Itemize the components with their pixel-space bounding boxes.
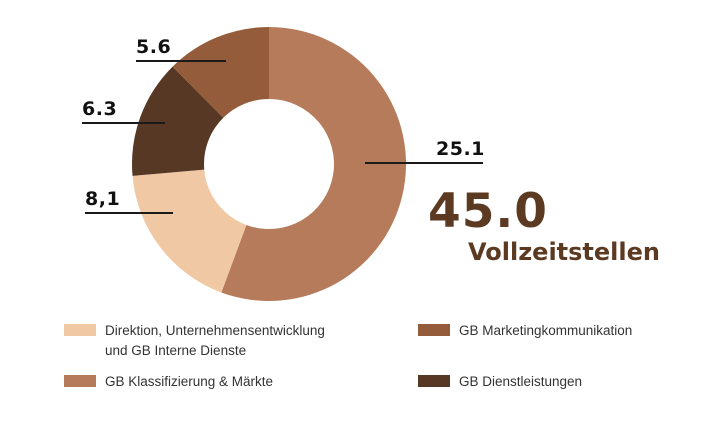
legend-label: GB Dienstleistungen [459,374,583,389]
legend-label: Direktion, Unternehmensentwicklung und G… [105,323,325,358]
total-unit-label: Vollzeitstellen [468,238,660,266]
legend-swatch [64,375,96,387]
value-label-klassifizierung: 25.1 [436,138,485,160]
donut-segment-direktion [132,169,247,293]
value-label-direktion: 8,1 [85,188,121,210]
legend-swatch [418,324,450,336]
donut-segment-klassifizierung [221,27,406,301]
legend-label: GB Klassifizierung & Märkte [105,374,274,389]
total-value: 45.0 [428,184,548,239]
legend-item-marketing: GB Marketingkommunikation [418,321,632,341]
legend-item-dienstleistungen: GB Dienstleistungen [418,372,582,392]
legend-item-klassifizierung: GB Klassifizierung & Märkte [64,372,273,392]
leader-line-direktion [85,212,173,214]
leader-line-klassifizierung [365,162,483,164]
donut-segment-dienstleistungen [132,66,224,176]
leader-line-marketing [136,60,226,62]
legend-swatch [64,324,96,336]
donut-segment-marketing [172,27,269,118]
value-label-dienstleistungen: 6.3 [82,98,118,120]
leader-line-dienstleistungen [82,122,165,124]
legend-swatch [418,375,450,387]
donut-segments [132,27,406,301]
legend-label: GB Marketingkommunikation [459,323,633,338]
value-label-marketing: 5.6 [136,36,172,58]
legend-item-direktion: Direktion, Unternehmensentwicklung und G… [64,321,325,361]
